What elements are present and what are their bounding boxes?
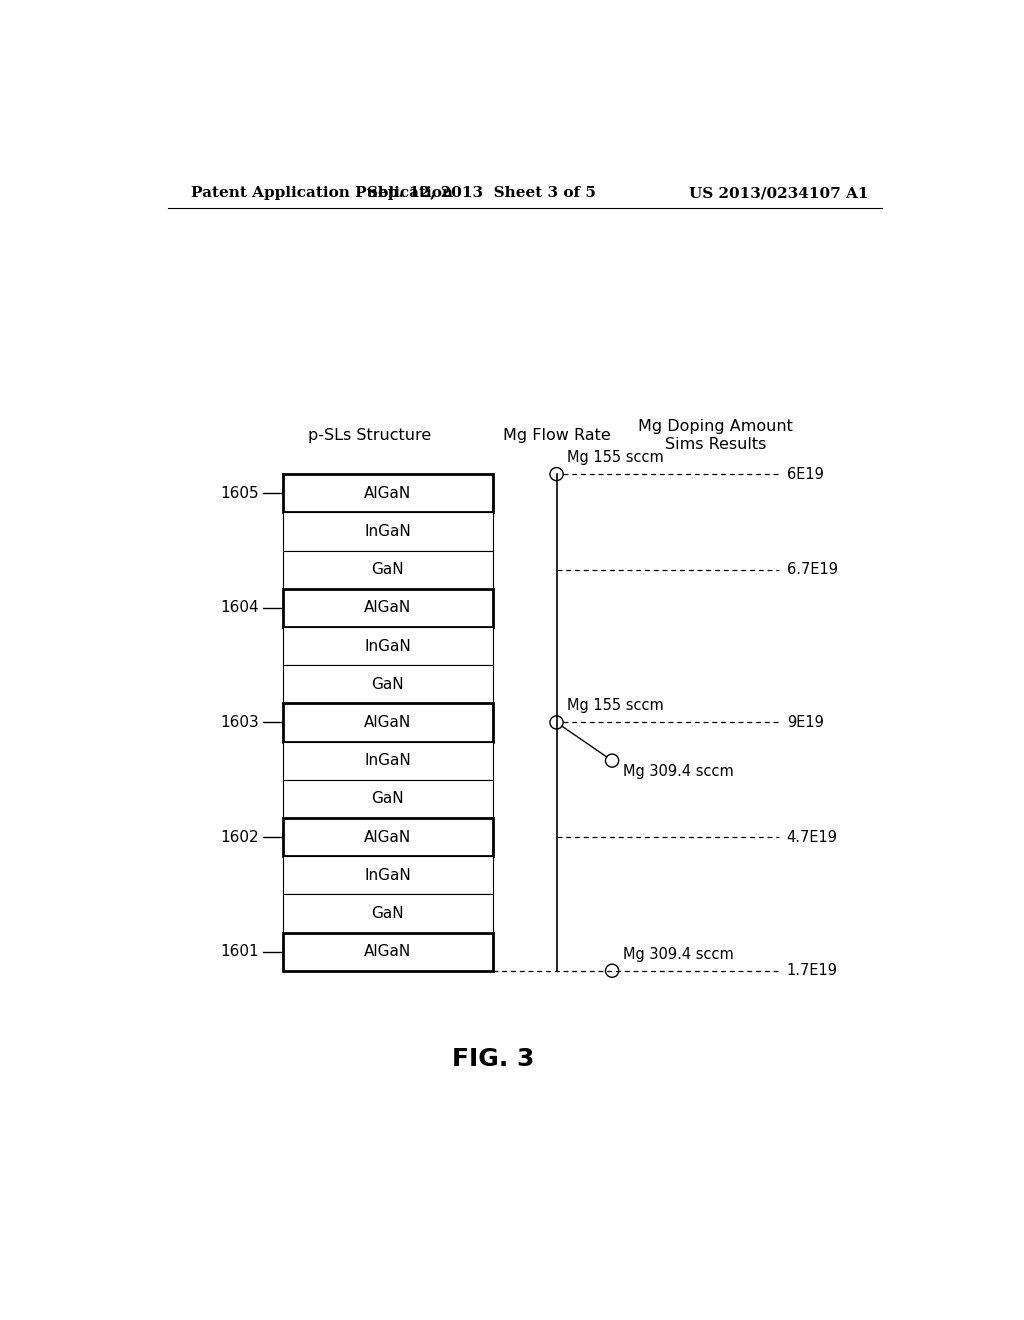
Text: Mg Doping Amount
Sims Results: Mg Doping Amount Sims Results <box>638 420 793 451</box>
Text: 4.7E19: 4.7E19 <box>786 829 838 845</box>
Text: AlGaN: AlGaN <box>365 829 412 845</box>
Text: 9E19: 9E19 <box>786 715 823 730</box>
Bar <box>283 857 494 895</box>
Text: 1.7E19: 1.7E19 <box>786 964 838 978</box>
Text: 1602: 1602 <box>220 829 259 845</box>
Text: AlGaN: AlGaN <box>365 715 412 730</box>
Text: Mg 309.4 sccm: Mg 309.4 sccm <box>623 946 733 961</box>
Text: Mg 309.4 sccm: Mg 309.4 sccm <box>623 764 733 780</box>
Text: AlGaN: AlGaN <box>365 601 412 615</box>
Text: 1605: 1605 <box>220 486 259 500</box>
Bar <box>283 512 494 550</box>
Text: US 2013/0234107 A1: US 2013/0234107 A1 <box>689 186 868 201</box>
Text: Mg 155 sccm: Mg 155 sccm <box>567 450 664 465</box>
Text: GaN: GaN <box>372 906 404 921</box>
Bar <box>283 895 494 932</box>
Text: 1604: 1604 <box>220 601 259 615</box>
Text: Mg Flow Rate: Mg Flow Rate <box>503 428 610 444</box>
Text: GaN: GaN <box>372 791 404 807</box>
Bar <box>283 550 494 589</box>
Text: 1601: 1601 <box>220 944 259 960</box>
Text: AlGaN: AlGaN <box>365 944 412 960</box>
Bar <box>283 780 494 818</box>
Bar <box>283 627 494 665</box>
Bar <box>283 704 494 742</box>
Text: GaN: GaN <box>372 677 404 692</box>
Text: InGaN: InGaN <box>365 639 412 653</box>
Text: FIG. 3: FIG. 3 <box>452 1047 535 1072</box>
Text: InGaN: InGaN <box>365 524 412 539</box>
Text: 6.7E19: 6.7E19 <box>786 562 838 577</box>
Bar <box>283 818 494 857</box>
Text: 1603: 1603 <box>220 715 259 730</box>
Bar <box>283 742 494 780</box>
Text: GaN: GaN <box>372 562 404 577</box>
Bar <box>283 474 494 512</box>
Text: Sep. 12, 2013  Sheet 3 of 5: Sep. 12, 2013 Sheet 3 of 5 <box>367 186 596 201</box>
Bar <box>283 932 494 970</box>
Bar <box>283 665 494 704</box>
Text: InGaN: InGaN <box>365 754 412 768</box>
Text: AlGaN: AlGaN <box>365 486 412 500</box>
Text: InGaN: InGaN <box>365 867 412 883</box>
Text: p-SLs Structure: p-SLs Structure <box>308 428 432 444</box>
Text: 6E19: 6E19 <box>786 466 823 482</box>
Text: Patent Application Publication: Patent Application Publication <box>191 186 454 201</box>
Text: Mg 155 sccm: Mg 155 sccm <box>567 698 664 713</box>
Bar <box>283 589 494 627</box>
